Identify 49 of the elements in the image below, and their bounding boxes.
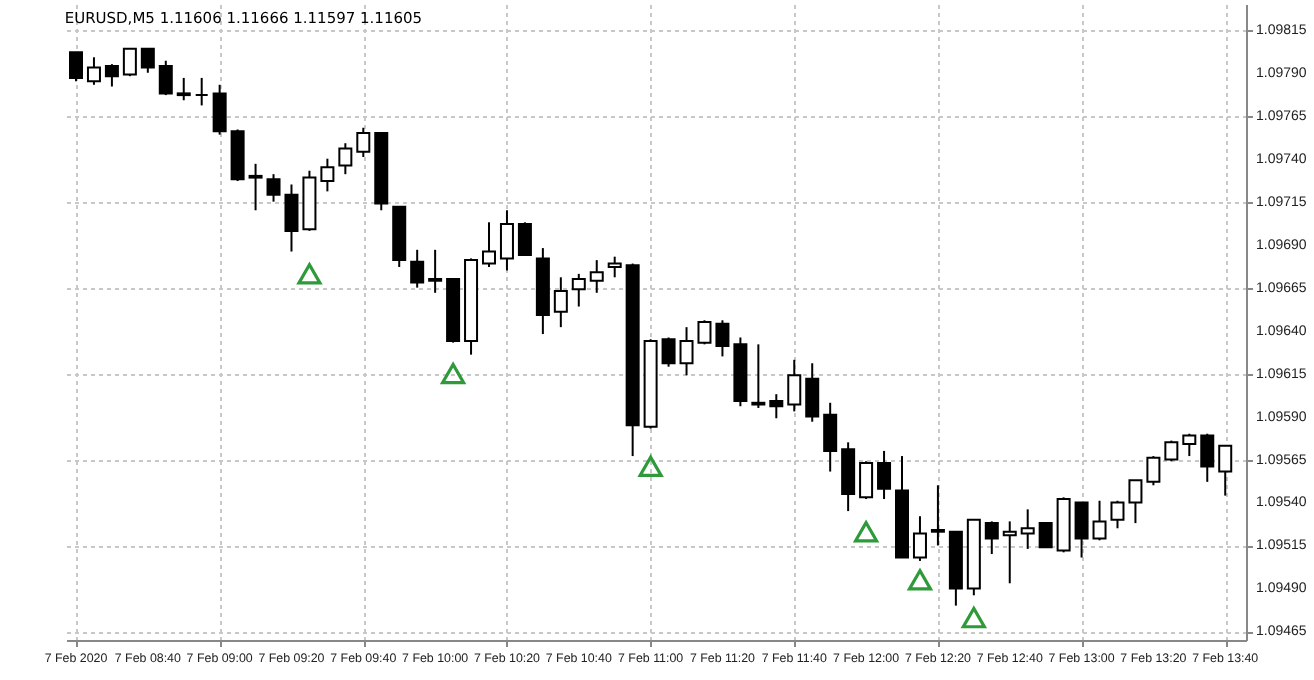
candlestick bbox=[86, 56, 101, 86]
candlestick bbox=[787, 358, 802, 413]
candlestick bbox=[338, 142, 353, 176]
candlestick bbox=[499, 209, 514, 272]
candlestick bbox=[1038, 522, 1053, 549]
point bbox=[441, 362, 466, 385]
candlestick bbox=[805, 362, 820, 423]
point bbox=[297, 263, 322, 285]
candlestick bbox=[1020, 508, 1035, 550]
candlestick bbox=[428, 248, 443, 294]
candlestick bbox=[212, 83, 227, 136]
candlestick bbox=[984, 520, 999, 556]
candlestick bbox=[1074, 501, 1089, 559]
candlestick bbox=[769, 393, 784, 420]
candlestick bbox=[122, 47, 137, 78]
candlestick bbox=[1146, 455, 1161, 487]
point bbox=[961, 606, 986, 629]
candlestick bbox=[356, 126, 371, 158]
candlestick bbox=[1128, 479, 1143, 525]
candlestick bbox=[823, 401, 838, 473]
candlestick bbox=[140, 47, 155, 74]
candlestick bbox=[571, 272, 586, 308]
candlestick bbox=[194, 76, 209, 107]
point bbox=[638, 455, 663, 478]
candlestick bbox=[517, 221, 532, 256]
candlestick bbox=[410, 248, 425, 289]
candlestick bbox=[248, 162, 263, 212]
candlestick bbox=[930, 484, 945, 547]
candlestick bbox=[553, 276, 568, 329]
candlestick bbox=[1200, 432, 1215, 483]
candlestick bbox=[751, 343, 766, 409]
candlestick bbox=[69, 51, 83, 83]
candlestick bbox=[158, 59, 173, 97]
candlestick bbox=[661, 336, 676, 368]
candlestick bbox=[589, 259, 604, 294]
candlestick bbox=[859, 460, 874, 501]
candlestick bbox=[841, 441, 856, 513]
candlestick bbox=[715, 319, 730, 358]
point bbox=[854, 521, 879, 543]
candlestick bbox=[176, 76, 191, 102]
candlestick bbox=[320, 157, 335, 193]
candlestick bbox=[1218, 444, 1233, 497]
candlestick bbox=[482, 221, 496, 268]
candlestick bbox=[104, 63, 119, 88]
candlestick bbox=[877, 449, 892, 501]
point bbox=[907, 569, 933, 591]
candlestick bbox=[607, 255, 622, 279]
candlestick bbox=[1002, 520, 1017, 585]
candlestick bbox=[912, 515, 927, 562]
